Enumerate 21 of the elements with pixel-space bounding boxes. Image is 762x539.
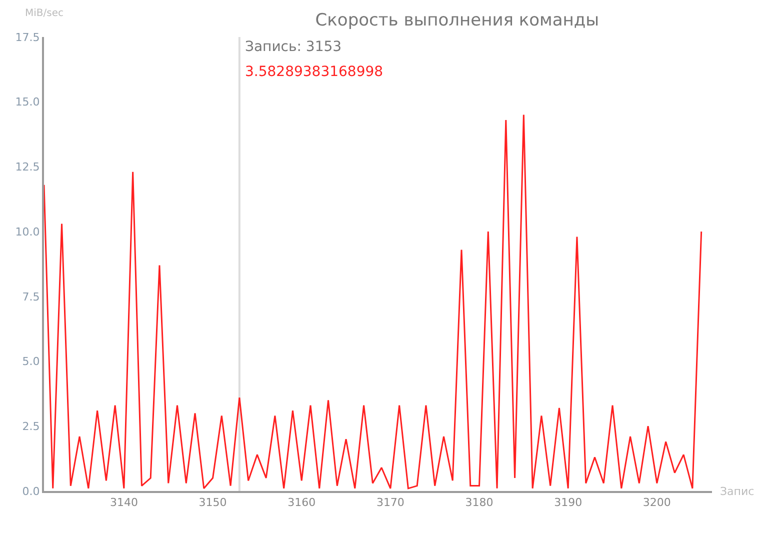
y-tick-label: 15.0 bbox=[15, 96, 40, 109]
x-tick-label: 3150 bbox=[198, 496, 227, 510]
y-tick-label: 2.5 bbox=[22, 420, 40, 433]
y-axis-title: MiB/sec bbox=[25, 8, 64, 19]
ref-line-label: Запись: 3153 bbox=[245, 39, 342, 55]
y-tick-label: 10.0 bbox=[15, 225, 40, 238]
y-tick-label: 12.5 bbox=[15, 160, 40, 174]
x-tick-label: 3200 bbox=[642, 496, 671, 510]
y-tick-label: 5.0 bbox=[22, 355, 40, 368]
x-tick-label: 3170 bbox=[376, 496, 404, 510]
x-tick-label: 3140 bbox=[110, 496, 138, 510]
y-tick-label: 7.5 bbox=[22, 290, 40, 304]
x-tick-label: 3180 bbox=[465, 496, 494, 510]
y-tick-label: 0.0 bbox=[22, 484, 40, 498]
x-axis-title: Запис bbox=[720, 485, 754, 498]
line-series bbox=[44, 114, 702, 490]
x-tick-label: 3190 bbox=[554, 496, 582, 510]
chart-title: Скорость выполнения команды bbox=[315, 10, 600, 30]
y-tick-label: 17.5 bbox=[15, 30, 40, 44]
x-tick-label: 3160 bbox=[288, 496, 316, 510]
annotation: 3.58289383168998 bbox=[245, 64, 384, 80]
